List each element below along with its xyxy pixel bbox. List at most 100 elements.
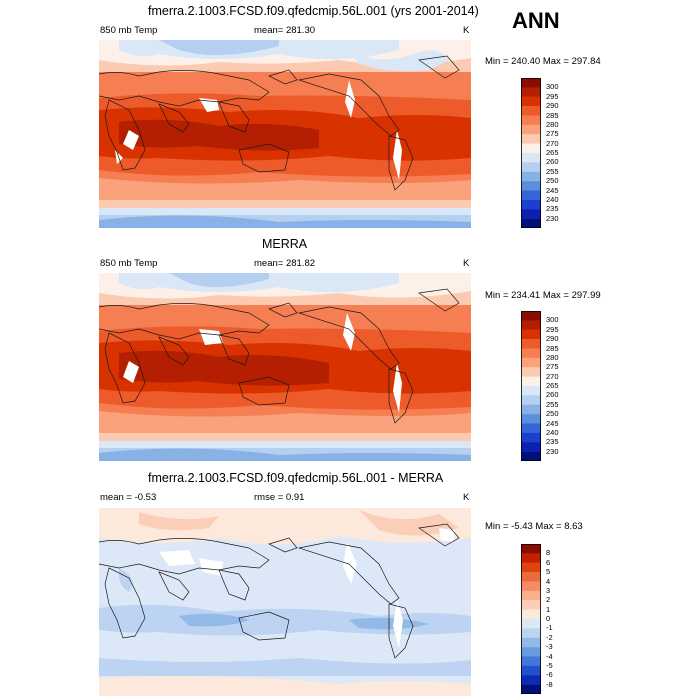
colorbar-swatch xyxy=(521,171,541,182)
panel-1-title: fmerra.2.1003.FCSD.f09.qfedcmip.56L.001 … xyxy=(148,4,479,18)
colorbar-tick-label: 300 xyxy=(546,315,559,325)
colorbar-swatch xyxy=(521,190,541,201)
colorbar-swatch xyxy=(521,553,541,563)
colorbar-tick-label: 255 xyxy=(546,399,559,409)
colorbar-swatch xyxy=(521,665,541,676)
colorbar-swatch xyxy=(521,442,541,452)
colorbar-tick-label: 240 xyxy=(546,427,559,437)
panel-3-colorbar-labels: 8 6 5 4 3 2 1 0 -1 -2 -3 -4 -5 -6 -8 xyxy=(546,544,586,694)
panel-2-variable-label: 850 mb Temp xyxy=(100,258,158,269)
panel-1-colorbar-labels: 300 295 290 285 280 275 270 265 260 255 250 245 240 2… xyxy=(546,78,586,228)
colorbar-tick-label: 230 xyxy=(546,446,559,456)
colorbar-tick-label: -4 xyxy=(546,651,553,661)
colorbar-swatch xyxy=(521,544,541,554)
colorbar-tick-label: 290 xyxy=(546,334,559,344)
colorbar-swatch xyxy=(521,153,541,163)
colorbar-swatch xyxy=(521,395,541,405)
colorbar-swatch xyxy=(521,600,541,610)
colorbar-tick-label: -5 xyxy=(546,660,553,670)
colorbar-swatch xyxy=(521,581,541,592)
panel-2-colorbar xyxy=(521,311,541,461)
colorbar-swatch xyxy=(521,143,541,154)
colorbar-swatch xyxy=(521,339,541,349)
colorbar-swatch xyxy=(521,134,541,144)
colorbar-tick-label: 3 xyxy=(546,585,551,595)
colorbar-swatch xyxy=(521,348,541,359)
colorbar-tick-label: 265 xyxy=(546,381,559,390)
colorbar-swatch xyxy=(521,404,541,415)
colorbar-swatch xyxy=(521,311,541,321)
colorbar-tick-label: 285 xyxy=(546,343,559,353)
colorbar-tick-label: -2 xyxy=(546,632,553,642)
colorbar-swatch xyxy=(521,590,541,601)
colorbar-tick-label: 275 xyxy=(546,129,559,139)
panel-3-title: fmerra.2.1003.FCSD.f09.qfedcmip.56L.001 … xyxy=(148,471,444,485)
colorbar-swatch xyxy=(521,414,541,424)
colorbar-swatch xyxy=(521,628,541,638)
panel-1-units-label: K xyxy=(463,25,470,36)
colorbar-swatch xyxy=(521,572,541,582)
colorbar-tick-label: 260 xyxy=(546,390,559,400)
colorbar-swatch xyxy=(521,367,541,377)
colorbar-tick-label: 275 xyxy=(546,362,559,372)
colorbar-swatch xyxy=(521,451,541,461)
colorbar-tick-label: 240 xyxy=(546,194,559,204)
colorbar-swatch xyxy=(521,675,541,685)
colorbar-swatch xyxy=(521,96,541,107)
panel-3-rmse-label: rmse = 0.91 xyxy=(254,492,305,503)
colorbar-tick-label: 245 xyxy=(546,418,559,428)
colorbar-tick-label: 245 xyxy=(546,185,559,195)
colorbar-tick-label: 4 xyxy=(546,576,551,586)
colorbar-swatch xyxy=(521,320,541,330)
panel-1-minmax-label: Min = 240.40 Max = 297.84 xyxy=(485,56,601,67)
panel-3-map xyxy=(99,508,471,696)
colorbar-swatch xyxy=(521,199,541,210)
colorbar-swatch xyxy=(521,106,541,116)
colorbar-tick-label: 255 xyxy=(546,166,559,176)
panel-2-map xyxy=(99,273,471,461)
colorbar-tick-label: -3 xyxy=(546,642,553,652)
panel-3-mean-label: mean = -0.53 xyxy=(100,492,157,503)
colorbar-tick-label: 250 xyxy=(546,176,559,186)
colorbar-swatch xyxy=(521,209,541,219)
colorbar-swatch xyxy=(521,115,541,126)
colorbar-swatch xyxy=(521,329,541,340)
colorbar-tick-label: 2 xyxy=(546,595,551,605)
colorbar-tick-label: 235 xyxy=(546,437,559,447)
colorbar-tick-label: 290 xyxy=(546,101,559,111)
colorbar-swatch xyxy=(521,647,541,657)
colorbar-swatch xyxy=(521,432,541,443)
colorbar-tick-label: 230 xyxy=(546,213,559,223)
colorbar-swatch xyxy=(521,562,541,573)
colorbar-tick-label: 5 xyxy=(546,567,551,577)
colorbar-tick-label: 8 xyxy=(546,548,551,558)
colorbar-tick-label: -1 xyxy=(546,623,553,633)
colorbar-tick-label: 6 xyxy=(546,557,551,567)
colorbar-tick-label: 270 xyxy=(546,138,559,148)
colorbar-tick-label: 235 xyxy=(546,204,559,214)
panel-2-minmax-label: Min = 234.41 Max = 297.99 xyxy=(485,290,601,301)
colorbar-swatch xyxy=(521,637,541,648)
colorbar-swatch xyxy=(521,124,541,135)
panel-1-colorbar xyxy=(521,78,541,228)
colorbar-swatch xyxy=(521,376,541,387)
panel-3-units-label: K xyxy=(463,492,470,503)
colorbar-tick-label: 295 xyxy=(546,324,559,334)
panel-2-title: MERRA xyxy=(262,237,308,251)
panel-1-map xyxy=(99,40,471,228)
colorbar-swatch xyxy=(521,218,541,228)
colorbar-swatch xyxy=(521,87,541,97)
panel-3-minmax-label: Min = -5.43 Max = 8.63 xyxy=(485,521,583,532)
colorbar-swatch xyxy=(521,609,541,620)
colorbar-tick-label: -8 xyxy=(546,679,553,689)
panel-2-mean-label: mean= 281.82 xyxy=(254,258,316,269)
colorbar-swatch xyxy=(521,162,541,172)
colorbar-tick-label: -6 xyxy=(546,670,553,680)
colorbar-tick-label: 250 xyxy=(546,409,559,419)
colorbar-swatch xyxy=(521,181,541,191)
panel-1-mean-label: mean= 281.30 xyxy=(254,25,316,36)
colorbar-tick-label: 285 xyxy=(546,110,559,120)
panel-2-units-label: K xyxy=(463,258,470,269)
colorbar-swatch xyxy=(521,357,541,368)
colorbar-swatch xyxy=(521,78,541,88)
